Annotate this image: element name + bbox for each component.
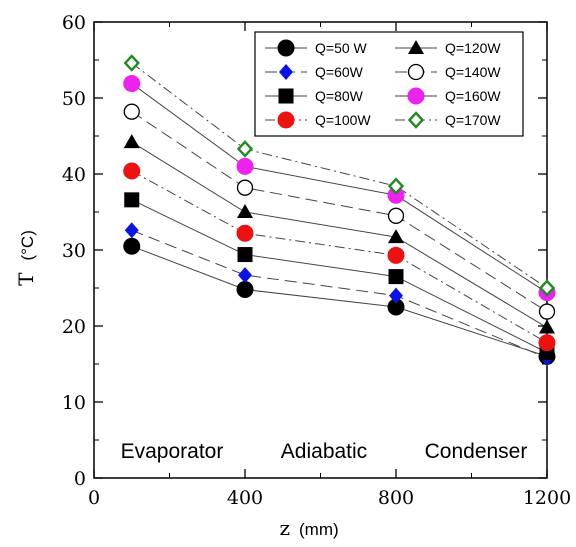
- data-point-s7: [236, 157, 254, 175]
- y-axis-label: T (°C): [14, 230, 38, 286]
- legend-label: Q=60W: [315, 64, 364, 80]
- annotation-evaporator: Evaporator: [121, 440, 224, 463]
- legend-marker: [407, 111, 425, 129]
- data-point-s8: [538, 279, 556, 297]
- legend-item: Q=50 W: [265, 39, 368, 57]
- data-point-s8: [123, 54, 140, 72]
- legend-marker: [277, 111, 295, 129]
- data-point-s3: [237, 247, 253, 263]
- series-line-1: [131, 245, 548, 357]
- series-line-3: [131, 199, 548, 354]
- y-tick-label: 40: [62, 164, 86, 186]
- y-tick-label: 20: [62, 316, 86, 338]
- data-point-s6: [123, 103, 140, 120]
- series-line-7: [131, 83, 548, 293]
- legend-label: Q=100W: [315, 112, 371, 128]
- legend-marker: [277, 39, 295, 57]
- data-point-s4: [236, 224, 254, 242]
- data-point-s4: [538, 334, 556, 352]
- legend-label: Q=50 W: [315, 40, 368, 56]
- legend-marker: [408, 40, 424, 54]
- series-line-5: [131, 141, 548, 328]
- series-markers: [123, 54, 556, 366]
- legend-label: Q=170W: [445, 112, 501, 128]
- data-point-s4: [123, 162, 141, 180]
- legend-item: Q=170W: [395, 111, 501, 129]
- data-point-s2: [238, 267, 252, 284]
- series-line-6: [131, 111, 548, 312]
- legend-item: Q=100W: [265, 111, 371, 129]
- data-point-s7: [123, 75, 141, 93]
- data-point-s5: [123, 134, 140, 149]
- data-point-s4: [387, 246, 405, 264]
- y-axis-unit: (°C): [18, 230, 37, 260]
- y-tick-label: 0: [74, 468, 86, 490]
- annotation-adiabatic: Adiabatic: [281, 440, 367, 463]
- legend-item: Q=120W: [395, 40, 501, 56]
- data-point-s6: [538, 303, 556, 320]
- legend: Q=50 W Q=60W Q=80W Q=100W Q=120W Q=140W Q=160W…: [254, 31, 524, 137]
- y-tick-label: 50: [62, 88, 86, 110]
- data-point-s3: [388, 269, 404, 285]
- legend-label: Q=80W: [315, 88, 364, 104]
- y-tick-label: 10: [62, 392, 86, 414]
- x-tick-label: 400: [227, 487, 263, 509]
- y-axis-symbol: T: [14, 272, 38, 286]
- data-point-s2: [389, 287, 403, 304]
- data-point-s5: [237, 204, 253, 218]
- legend-marker: [278, 88, 294, 104]
- legend-item: Q=140W: [395, 63, 501, 81]
- data-point-s6: [387, 207, 405, 224]
- annotation-condenser: Condenser: [425, 440, 528, 463]
- legend-box: [254, 31, 524, 137]
- y-tick-label: 30: [62, 240, 86, 262]
- series-line-8: [131, 62, 548, 289]
- data-point-s2: [124, 222, 139, 239]
- legend-item: Q=160W: [395, 87, 501, 105]
- data-point-s8: [236, 140, 254, 158]
- data-point-s3: [124, 192, 140, 208]
- axes: 0 10 20 30 40 50 60 0 400 800 1200: [62, 12, 571, 509]
- x-axis-unit: (mm): [299, 520, 339, 539]
- legend-marker: [407, 87, 425, 105]
- series-line-4: [131, 170, 548, 344]
- legend-label: Q=160W: [445, 88, 501, 104]
- legend-label: Q=120W: [445, 40, 501, 56]
- x-axis-symbol: z: [279, 516, 290, 540]
- data-point-s5: [539, 319, 555, 334]
- legend-marker: [407, 63, 425, 81]
- data-point-s6: [236, 179, 254, 196]
- data-point-s1: [236, 281, 254, 299]
- x-tick-label: 1200: [523, 487, 571, 509]
- legend-label: Q=140W: [445, 64, 501, 80]
- series-lines: [131, 62, 548, 359]
- x-tick-label: 0: [88, 487, 100, 509]
- data-point-s5: [388, 229, 404, 244]
- legend-item: Q=60W: [265, 64, 364, 80]
- y-tick-label: 60: [62, 12, 86, 34]
- legend-marker: [279, 64, 293, 80]
- legend-item: Q=80W: [265, 88, 364, 104]
- series-line-2: [131, 229, 548, 359]
- data-point-s8: [387, 177, 405, 195]
- x-axis-label: z (mm): [279, 516, 338, 540]
- data-point-s1: [123, 237, 141, 255]
- svg-text:T (°C): T (°C): [14, 230, 38, 286]
- x-tick-label: 800: [378, 487, 414, 509]
